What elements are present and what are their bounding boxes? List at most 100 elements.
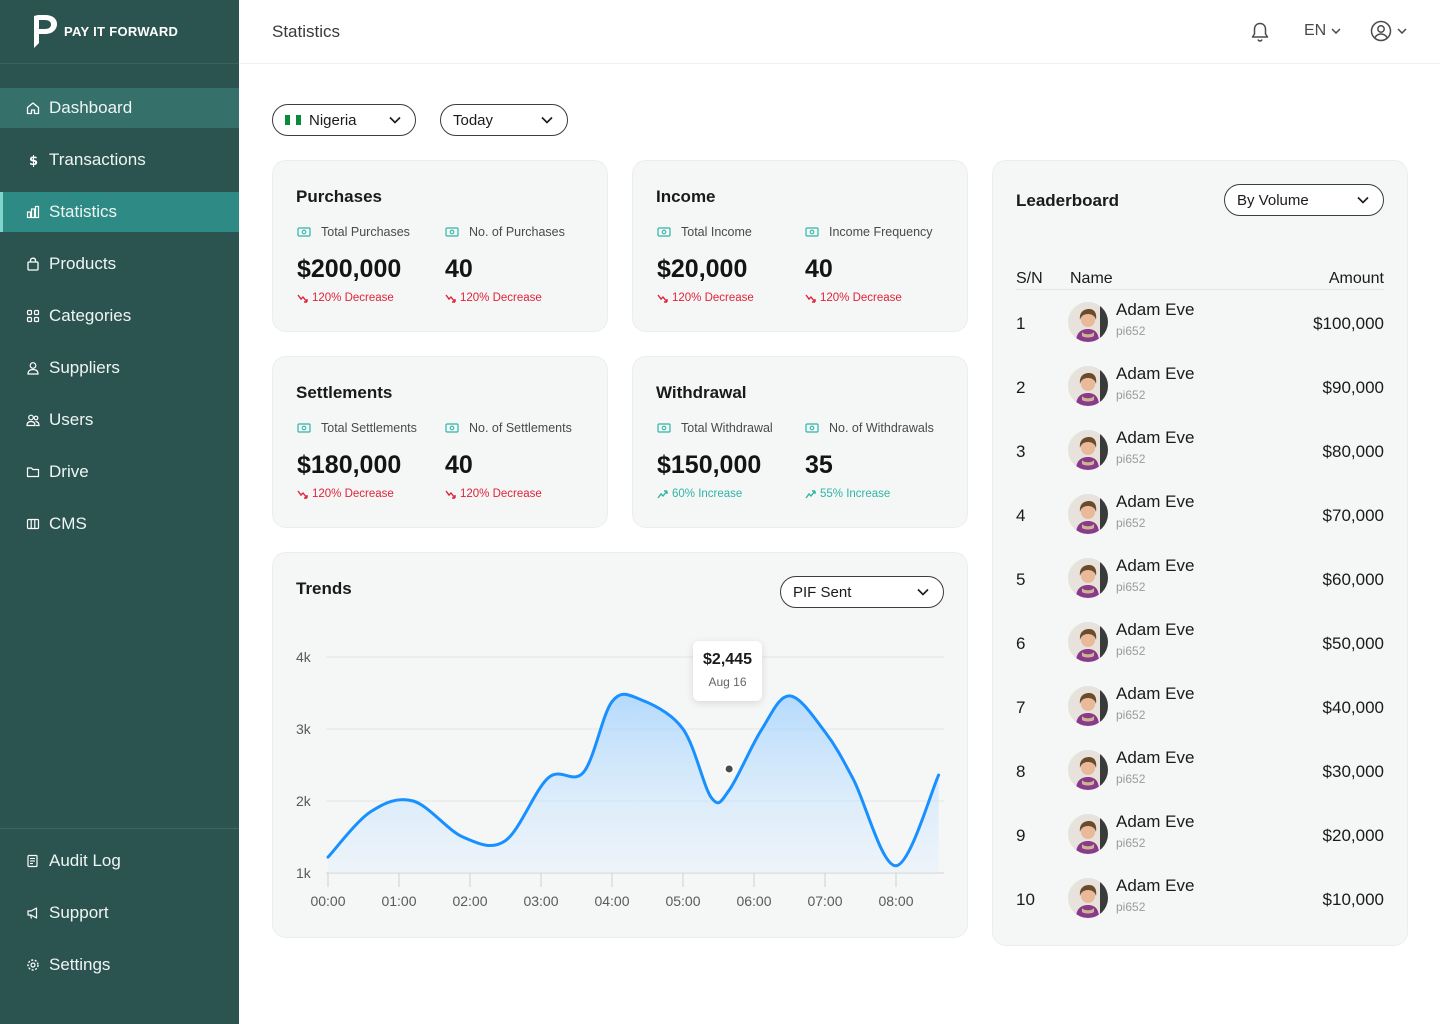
metric-label: No. of Withdrawals bbox=[829, 421, 934, 435]
row-id: pi652 bbox=[1116, 452, 1146, 466]
row-name: Adam Eve bbox=[1116, 876, 1195, 895]
chevron-down-icon bbox=[1357, 196, 1369, 204]
sidebar-item-settings[interactable]: Settings bbox=[0, 945, 239, 985]
country-value: Nigeria bbox=[309, 111, 357, 129]
table-row[interactable]: 4 Adam Eve pi652 $70,000 bbox=[1016, 492, 1384, 558]
metric-change: 120% Decrease bbox=[672, 292, 754, 304]
sidebar-item-audit-log[interactable]: Audit Log bbox=[0, 841, 239, 881]
metric-change: 60% Increase bbox=[672, 488, 743, 500]
no-of-purchases-metric: No. of Purchases 40 120% Decrease bbox=[445, 225, 565, 304]
notification-bell-icon[interactable] bbox=[1250, 21, 1270, 43]
row-amount: $60,000 bbox=[1322, 570, 1384, 589]
avatar bbox=[1068, 750, 1108, 790]
table-row[interactable]: 8 Adam Eve pi652 $30,000 bbox=[1016, 748, 1384, 814]
metric-value: $200,000 bbox=[297, 255, 402, 283]
metric-value: 40 bbox=[445, 451, 473, 479]
row-amount: $80,000 bbox=[1322, 442, 1384, 461]
row-sn: 4 bbox=[1016, 506, 1026, 525]
row-sn: 8 bbox=[1016, 762, 1026, 781]
sidebar-item-transactions[interactable]: $ Transactions bbox=[0, 140, 239, 180]
purchases-card: Purchases Total Purchases $200,000 120% … bbox=[272, 160, 608, 332]
metric-label: Total Settlements bbox=[321, 421, 417, 435]
avatar bbox=[1068, 622, 1108, 662]
total-income-metric: Total Income $20,000 120% Decrease bbox=[657, 225, 754, 304]
withdrawal-card: Withdrawal Total Withdrawal $150,000 60%… bbox=[632, 356, 968, 528]
row-id: pi652 bbox=[1116, 324, 1146, 338]
money-icon bbox=[657, 227, 671, 237]
table-row[interactable]: 9 Adam Eve pi652 $20,000 bbox=[1016, 812, 1384, 878]
table-row[interactable]: 3 Adam Eve pi652 $80,000 bbox=[1016, 428, 1384, 494]
sidebar-item-label: Dashboard bbox=[49, 98, 133, 117]
row-name: Adam Eve bbox=[1116, 748, 1195, 767]
table-row[interactable]: 6 Adam Eve pi652 $50,000 bbox=[1016, 620, 1384, 686]
row-name: Adam Eve bbox=[1116, 556, 1195, 575]
table-row[interactable]: 2 Adam Eve pi652 $90,000 bbox=[1016, 364, 1384, 430]
user-menu[interactable] bbox=[1370, 20, 1407, 42]
trend-down-icon bbox=[445, 490, 456, 499]
card-title: Income bbox=[656, 187, 716, 206]
sidebar-item-users[interactable]: Users bbox=[0, 400, 239, 440]
leaderboard-card: Leaderboard S/N Name Amount bbox=[992, 160, 1408, 946]
metric-change: 55% Increase bbox=[820, 488, 891, 500]
row-sn: 9 bbox=[1016, 826, 1026, 845]
trend-down-icon bbox=[297, 294, 308, 303]
bar-chart-icon bbox=[26, 205, 40, 219]
trend-up-icon bbox=[657, 489, 668, 498]
metric-label: Total Withdrawal bbox=[681, 421, 773, 435]
sidebar-item-label: Drive bbox=[49, 462, 89, 481]
country-select[interactable]: Nigeria bbox=[272, 104, 416, 136]
metric-label: No. of Settlements bbox=[469, 421, 572, 435]
sidebar-item-drive[interactable]: Drive bbox=[0, 452, 239, 492]
sidebar-item-categories[interactable]: Categories bbox=[0, 296, 239, 336]
dollar-icon: $ bbox=[29, 154, 38, 167]
trend-down-icon bbox=[297, 490, 308, 499]
sidebar-item-label: Products bbox=[49, 254, 117, 273]
sidebar-nav: Dashboard $ Transactions Statistics Prod… bbox=[0, 88, 239, 556]
columns-icon bbox=[26, 518, 40, 530]
metric-label: No. of Purchases bbox=[469, 225, 565, 239]
trend-up-icon bbox=[805, 489, 816, 498]
sidebar-item-dashboard[interactable]: Dashboard bbox=[0, 88, 239, 128]
income-card: Income Total Income $20,000 120% Decreas… bbox=[632, 160, 968, 332]
metric-value: 35 bbox=[805, 451, 833, 479]
language-label: EN bbox=[1304, 22, 1327, 39]
money-icon bbox=[297, 423, 311, 433]
row-id: pi652 bbox=[1116, 772, 1146, 786]
sidebar-item-statistics[interactable]: Statistics bbox=[0, 192, 239, 232]
sidebar-item-cms[interactable]: CMS bbox=[0, 504, 239, 544]
trend-down-icon bbox=[805, 294, 816, 303]
avatar-icon bbox=[1068, 494, 1108, 534]
avatar bbox=[1068, 430, 1108, 470]
settlements-card: Settlements Total Settlements $180,000 1… bbox=[272, 356, 608, 528]
row-name: Adam Eve bbox=[1116, 428, 1195, 447]
leaderboard-filter-select[interactable]: By Volume bbox=[1224, 184, 1384, 216]
table-row[interactable]: 5 Adam Eve pi652 $60,000 bbox=[1016, 556, 1384, 622]
language-selector[interactable]: EN bbox=[1304, 22, 1341, 40]
brand[interactable]: PAY IT FORWARD bbox=[0, 0, 239, 64]
avatar-icon bbox=[1068, 366, 1108, 406]
table-row[interactable]: 7 Adam Eve pi652 $40,000 bbox=[1016, 684, 1384, 750]
nigeria-flag-icon bbox=[285, 115, 301, 125]
table-row[interactable]: 10 Adam Eve pi652 $10,000 bbox=[1016, 876, 1384, 942]
table-row[interactable]: 1 Adam Eve pi652 $100,000 bbox=[1016, 300, 1384, 366]
chevron-down-icon bbox=[917, 588, 929, 596]
avatar bbox=[1068, 558, 1108, 598]
sidebar-item-support[interactable]: Support bbox=[0, 893, 239, 933]
avatar-icon bbox=[1068, 302, 1108, 342]
metric-change: 120% Decrease bbox=[312, 488, 394, 500]
avatar bbox=[1068, 878, 1108, 918]
brand-logo-icon bbox=[34, 14, 57, 48]
sidebar-item-products[interactable]: Products bbox=[0, 244, 239, 284]
row-name: Adam Eve bbox=[1116, 300, 1195, 319]
chart-tooltip: $2,445 Aug 16 bbox=[693, 641, 762, 701]
trends-filter-select[interactable]: PIF Sent bbox=[780, 576, 944, 608]
row-id: pi652 bbox=[1116, 644, 1146, 658]
gear-icon bbox=[27, 959, 39, 971]
sidebar-item-suppliers[interactable]: Suppliers bbox=[0, 348, 239, 388]
card-title: Settlements bbox=[296, 383, 393, 402]
row-sn: 10 bbox=[1016, 890, 1035, 909]
sidebar-item-label: Settings bbox=[49, 955, 111, 974]
svg-text:$: $ bbox=[29, 154, 38, 167]
period-select[interactable]: Today bbox=[440, 104, 568, 136]
avatar-icon bbox=[1068, 750, 1108, 790]
